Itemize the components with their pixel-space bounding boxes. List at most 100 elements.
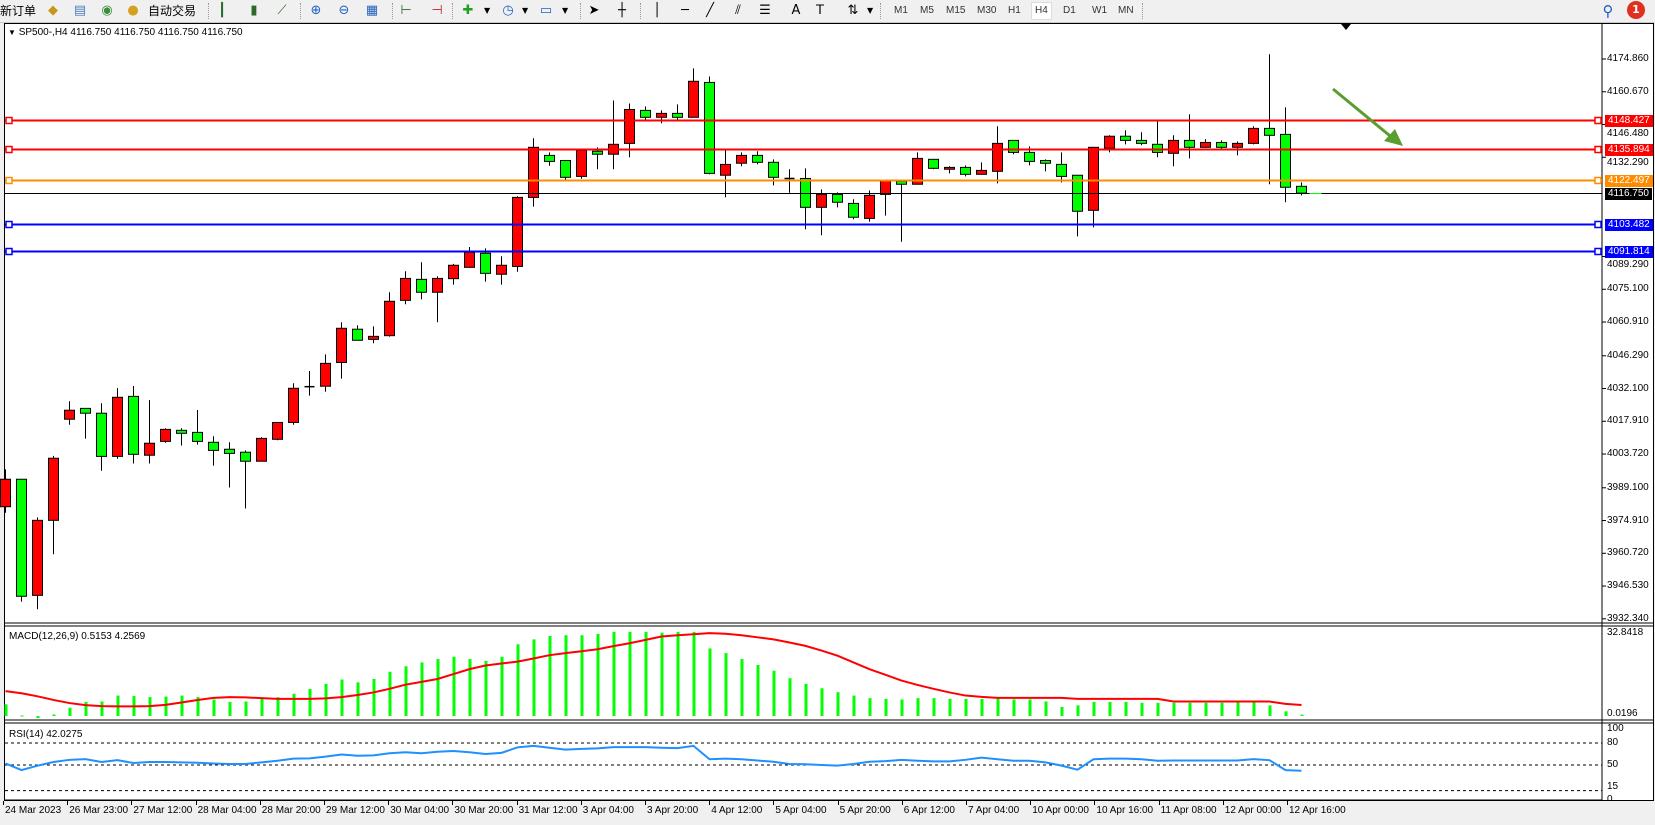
trendline-icon[interactable]: ╱ <box>706 3 714 18</box>
time-label: 10 Apr 16:00 <box>1096 805 1154 816</box>
timeframe-m1[interactable]: M1 <box>894 5 908 16</box>
auto-trading-icon[interactable]: ● <box>127 3 139 18</box>
macd-histogram-bar <box>20 715 24 717</box>
period-icon[interactable]: ◷ <box>502 3 514 18</box>
time-tick <box>773 801 775 805</box>
candle-body <box>1296 185 1307 194</box>
timeframe-mn[interactable]: MN <box>1118 5 1134 16</box>
candle <box>192 409 203 445</box>
timeframe-m5[interactable]: M5 <box>920 5 934 16</box>
candle <box>336 322 347 379</box>
candle-body <box>720 163 731 176</box>
candlestick-icon[interactable]: ▮ <box>250 3 258 18</box>
auto-trading-button[interactable]: 自动交易 <box>148 4 197 18</box>
macd-histogram-bar <box>4 704 8 716</box>
zoom-in-icon[interactable]: ⊕ <box>310 3 322 18</box>
chart-menu-icon[interactable]: ▼ <box>8 28 16 37</box>
timeframe-h4[interactable]: H4 <box>1031 2 1052 20</box>
bid-price-label: 4116.750 <box>1605 187 1652 200</box>
time-tick <box>966 801 967 805</box>
macd-histogram-bar <box>948 698 952 716</box>
bar-chart-icon[interactable]: ┃ <box>218 3 226 18</box>
arrows-icon[interactable]: ⇅ <box>847 3 859 18</box>
candle-body <box>1120 135 1131 141</box>
candle <box>896 180 907 242</box>
market-watch-icon[interactable]: ▤ <box>73 3 87 18</box>
template-icon[interactable]: ▭ <box>539 3 553 18</box>
candle-body <box>80 407 91 414</box>
tile-windows-icon[interactable]: ▦ <box>365 3 379 18</box>
candle-body <box>480 252 491 274</box>
chevron-down-icon[interactable]: ▼ <box>522 6 529 15</box>
macd-histogram-bar <box>852 695 856 716</box>
chevron-down-icon[interactable]: ▼ <box>867 6 874 15</box>
timeframe-m15[interactable]: M15 <box>946 5 966 16</box>
timeframe-w1[interactable]: W1 <box>1092 5 1107 16</box>
autoscroll-icon[interactable]: ⊣ <box>431 3 443 18</box>
macd-histogram-bar <box>1012 699 1016 716</box>
new-chart-icon[interactable]: ✚ <box>462 3 474 18</box>
candle <box>944 166 955 174</box>
candle-body <box>208 441 219 451</box>
candle-body <box>384 300 395 337</box>
macd-histogram-bar <box>164 696 168 716</box>
vertical-line-icon[interactable]: │ <box>653 3 661 18</box>
time-tick <box>901 801 903 805</box>
horizontal-line-icon[interactable]: ─ <box>681 3 689 18</box>
candle-body <box>672 112 683 118</box>
time-label: 10 Apr 00:00 <box>1032 805 1089 816</box>
history-center-icon[interactable]: ◆ <box>48 3 58 18</box>
macd-histogram-bar <box>1236 702 1240 716</box>
new-order-button[interactable]: 新订单 <box>0 4 37 18</box>
chart-shift-icon[interactable]: ⊢ <box>400 3 412 18</box>
macd-histogram-bar <box>1028 699 1032 716</box>
text-label-icon[interactable]: Ｔ <box>813 3 827 18</box>
macd-tick-label: 0.0196 <box>1607 708 1638 719</box>
time-label: 24 Mar 2023 <box>5 805 62 816</box>
chevron-down-icon[interactable]: ▼ <box>484 6 491 15</box>
timeframe-h1[interactable]: H1 <box>1008 5 1021 16</box>
candle-body <box>1056 163 1067 177</box>
zoom-out-icon[interactable]: ⊖ <box>338 3 350 18</box>
timeframe-m30[interactable]: M30 <box>977 5 997 16</box>
cursor-icon[interactable]: ➤ <box>588 3 600 18</box>
macd-histogram-bar <box>644 631 648 716</box>
time-tick <box>709 801 711 805</box>
toolbar-separator <box>452 3 454 19</box>
candle-body <box>912 157 923 185</box>
candle-body <box>1136 139 1147 144</box>
candle <box>240 450 251 509</box>
time-tick <box>388 801 390 805</box>
level-price-label: 4122.497 <box>1605 174 1653 187</box>
candle <box>48 455 59 555</box>
candle <box>960 165 971 177</box>
text-icon[interactable]: A <box>791 3 801 18</box>
level-handle <box>5 220 13 229</box>
candle <box>576 149 587 179</box>
candle-body <box>288 387 299 423</box>
timeframe-d1[interactable]: D1 <box>1063 5 1076 16</box>
level-price-label: 4091.814 <box>1605 245 1653 258</box>
candle-body <box>1024 151 1035 162</box>
candle <box>1152 120 1163 158</box>
chart-window[interactable] <box>4 23 1654 801</box>
macd-histogram-bar <box>1140 702 1144 716</box>
candle-body <box>144 442 155 456</box>
fibonacci-icon[interactable]: ☰ <box>759 3 771 18</box>
candle-body <box>256 437 267 462</box>
crosshair-icon[interactable]: ┼ <box>618 3 626 18</box>
notification-icon[interactable]: 1 <box>1627 1 1645 19</box>
candle <box>32 517 43 610</box>
macd-histogram-bar <box>1172 702 1176 716</box>
macd-histogram-bar <box>804 683 808 716</box>
equidistant-channel-icon[interactable]: ⫽ <box>735 3 741 18</box>
candle <box>272 421 283 441</box>
chevron-down-icon[interactable]: ▼ <box>562 6 569 15</box>
candle-body <box>1168 139 1179 154</box>
candle-body <box>1152 143 1163 153</box>
time-label: 11 Apr 08:00 <box>1160 805 1217 816</box>
signal-icon[interactable]: ◉ <box>101 3 113 18</box>
search-icon[interactable]: ⚲ <box>1602 2 1614 20</box>
line-chart-icon[interactable]: ⟋ <box>277 3 287 18</box>
